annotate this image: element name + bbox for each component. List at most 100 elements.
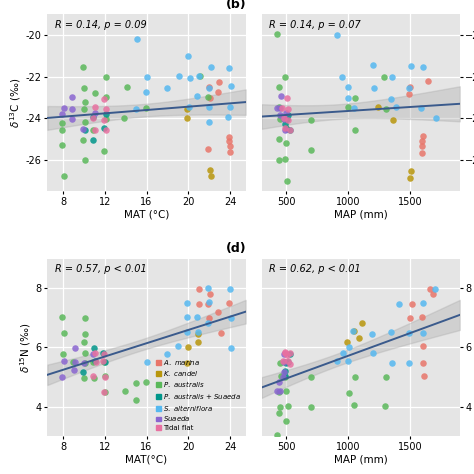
- Point: [276, 111, 284, 119]
- Point: [215, 89, 222, 96]
- Point: [132, 380, 140, 387]
- Point: [344, 94, 352, 102]
- Point: [143, 104, 150, 112]
- Point: [283, 387, 290, 394]
- Point: [183, 359, 191, 366]
- Point: [91, 89, 99, 97]
- Text: R = 0.57, p < 0.01: R = 0.57, p < 0.01: [55, 264, 147, 274]
- Point: [334, 32, 341, 39]
- Point: [205, 314, 213, 322]
- Point: [280, 115, 288, 122]
- Point: [350, 104, 357, 112]
- Point: [90, 113, 97, 121]
- Point: [419, 63, 427, 70]
- Point: [79, 64, 86, 71]
- Point: [102, 73, 109, 81]
- Point: [82, 126, 89, 134]
- Point: [345, 357, 352, 365]
- Point: [395, 300, 402, 307]
- Point: [183, 328, 191, 336]
- Point: [58, 110, 66, 118]
- Point: [183, 313, 191, 321]
- Point: [59, 313, 66, 321]
- Point: [277, 92, 285, 100]
- Point: [284, 111, 292, 118]
- Point: [308, 404, 315, 411]
- Point: [82, 359, 89, 367]
- Point: [58, 126, 65, 134]
- Point: [101, 388, 109, 396]
- Point: [352, 94, 359, 102]
- Point: [71, 344, 78, 351]
- Point: [59, 350, 67, 358]
- Point: [284, 105, 292, 113]
- Point: [275, 136, 283, 143]
- Point: [389, 116, 396, 123]
- Point: [381, 73, 388, 81]
- Point: [407, 314, 414, 322]
- Point: [81, 314, 89, 322]
- Point: [225, 64, 233, 72]
- Point: [273, 30, 281, 37]
- Point: [92, 358, 100, 365]
- Point: [194, 328, 201, 336]
- Point: [387, 95, 395, 103]
- Point: [215, 78, 223, 86]
- Point: [228, 344, 235, 352]
- Point: [80, 137, 87, 144]
- Point: [194, 92, 201, 100]
- Point: [307, 146, 315, 154]
- Point: [419, 299, 427, 307]
- Point: [369, 349, 377, 356]
- Point: [90, 136, 97, 144]
- Point: [432, 114, 439, 122]
- Point: [281, 348, 289, 356]
- Point: [370, 84, 378, 92]
- Point: [79, 125, 87, 132]
- Point: [142, 89, 150, 96]
- X-axis label: MAP (mm): MAP (mm): [334, 210, 388, 220]
- Point: [280, 351, 288, 358]
- Point: [282, 109, 290, 117]
- Point: [282, 124, 290, 132]
- Point: [406, 174, 414, 182]
- Point: [273, 104, 281, 112]
- Point: [91, 350, 99, 357]
- Point: [100, 357, 107, 365]
- Point: [102, 93, 110, 101]
- Point: [345, 344, 352, 351]
- Point: [284, 358, 292, 366]
- Point: [80, 374, 87, 382]
- Point: [225, 299, 233, 307]
- Point: [194, 313, 201, 321]
- Point: [205, 301, 212, 308]
- Point: [164, 350, 171, 358]
- Point: [61, 173, 68, 180]
- Point: [102, 126, 110, 134]
- Point: [277, 403, 284, 410]
- Point: [282, 358, 289, 365]
- Point: [91, 126, 99, 134]
- Point: [282, 73, 289, 81]
- Point: [282, 120, 289, 128]
- Point: [283, 418, 290, 425]
- Point: [283, 94, 291, 102]
- Point: [89, 373, 97, 380]
- Point: [282, 155, 289, 163]
- Point: [281, 372, 289, 380]
- Point: [286, 126, 294, 133]
- Point: [431, 285, 439, 292]
- Point: [350, 401, 358, 409]
- Point: [382, 374, 390, 381]
- Point: [89, 115, 97, 122]
- Point: [91, 109, 99, 117]
- Point: [345, 83, 352, 91]
- Point: [418, 313, 426, 320]
- Point: [283, 351, 290, 358]
- Point: [204, 146, 211, 153]
- Point: [275, 410, 283, 417]
- Point: [275, 388, 283, 395]
- Text: R = 0.14, p = 0.09: R = 0.14, p = 0.09: [55, 19, 147, 29]
- Point: [100, 389, 108, 396]
- Point: [58, 119, 65, 127]
